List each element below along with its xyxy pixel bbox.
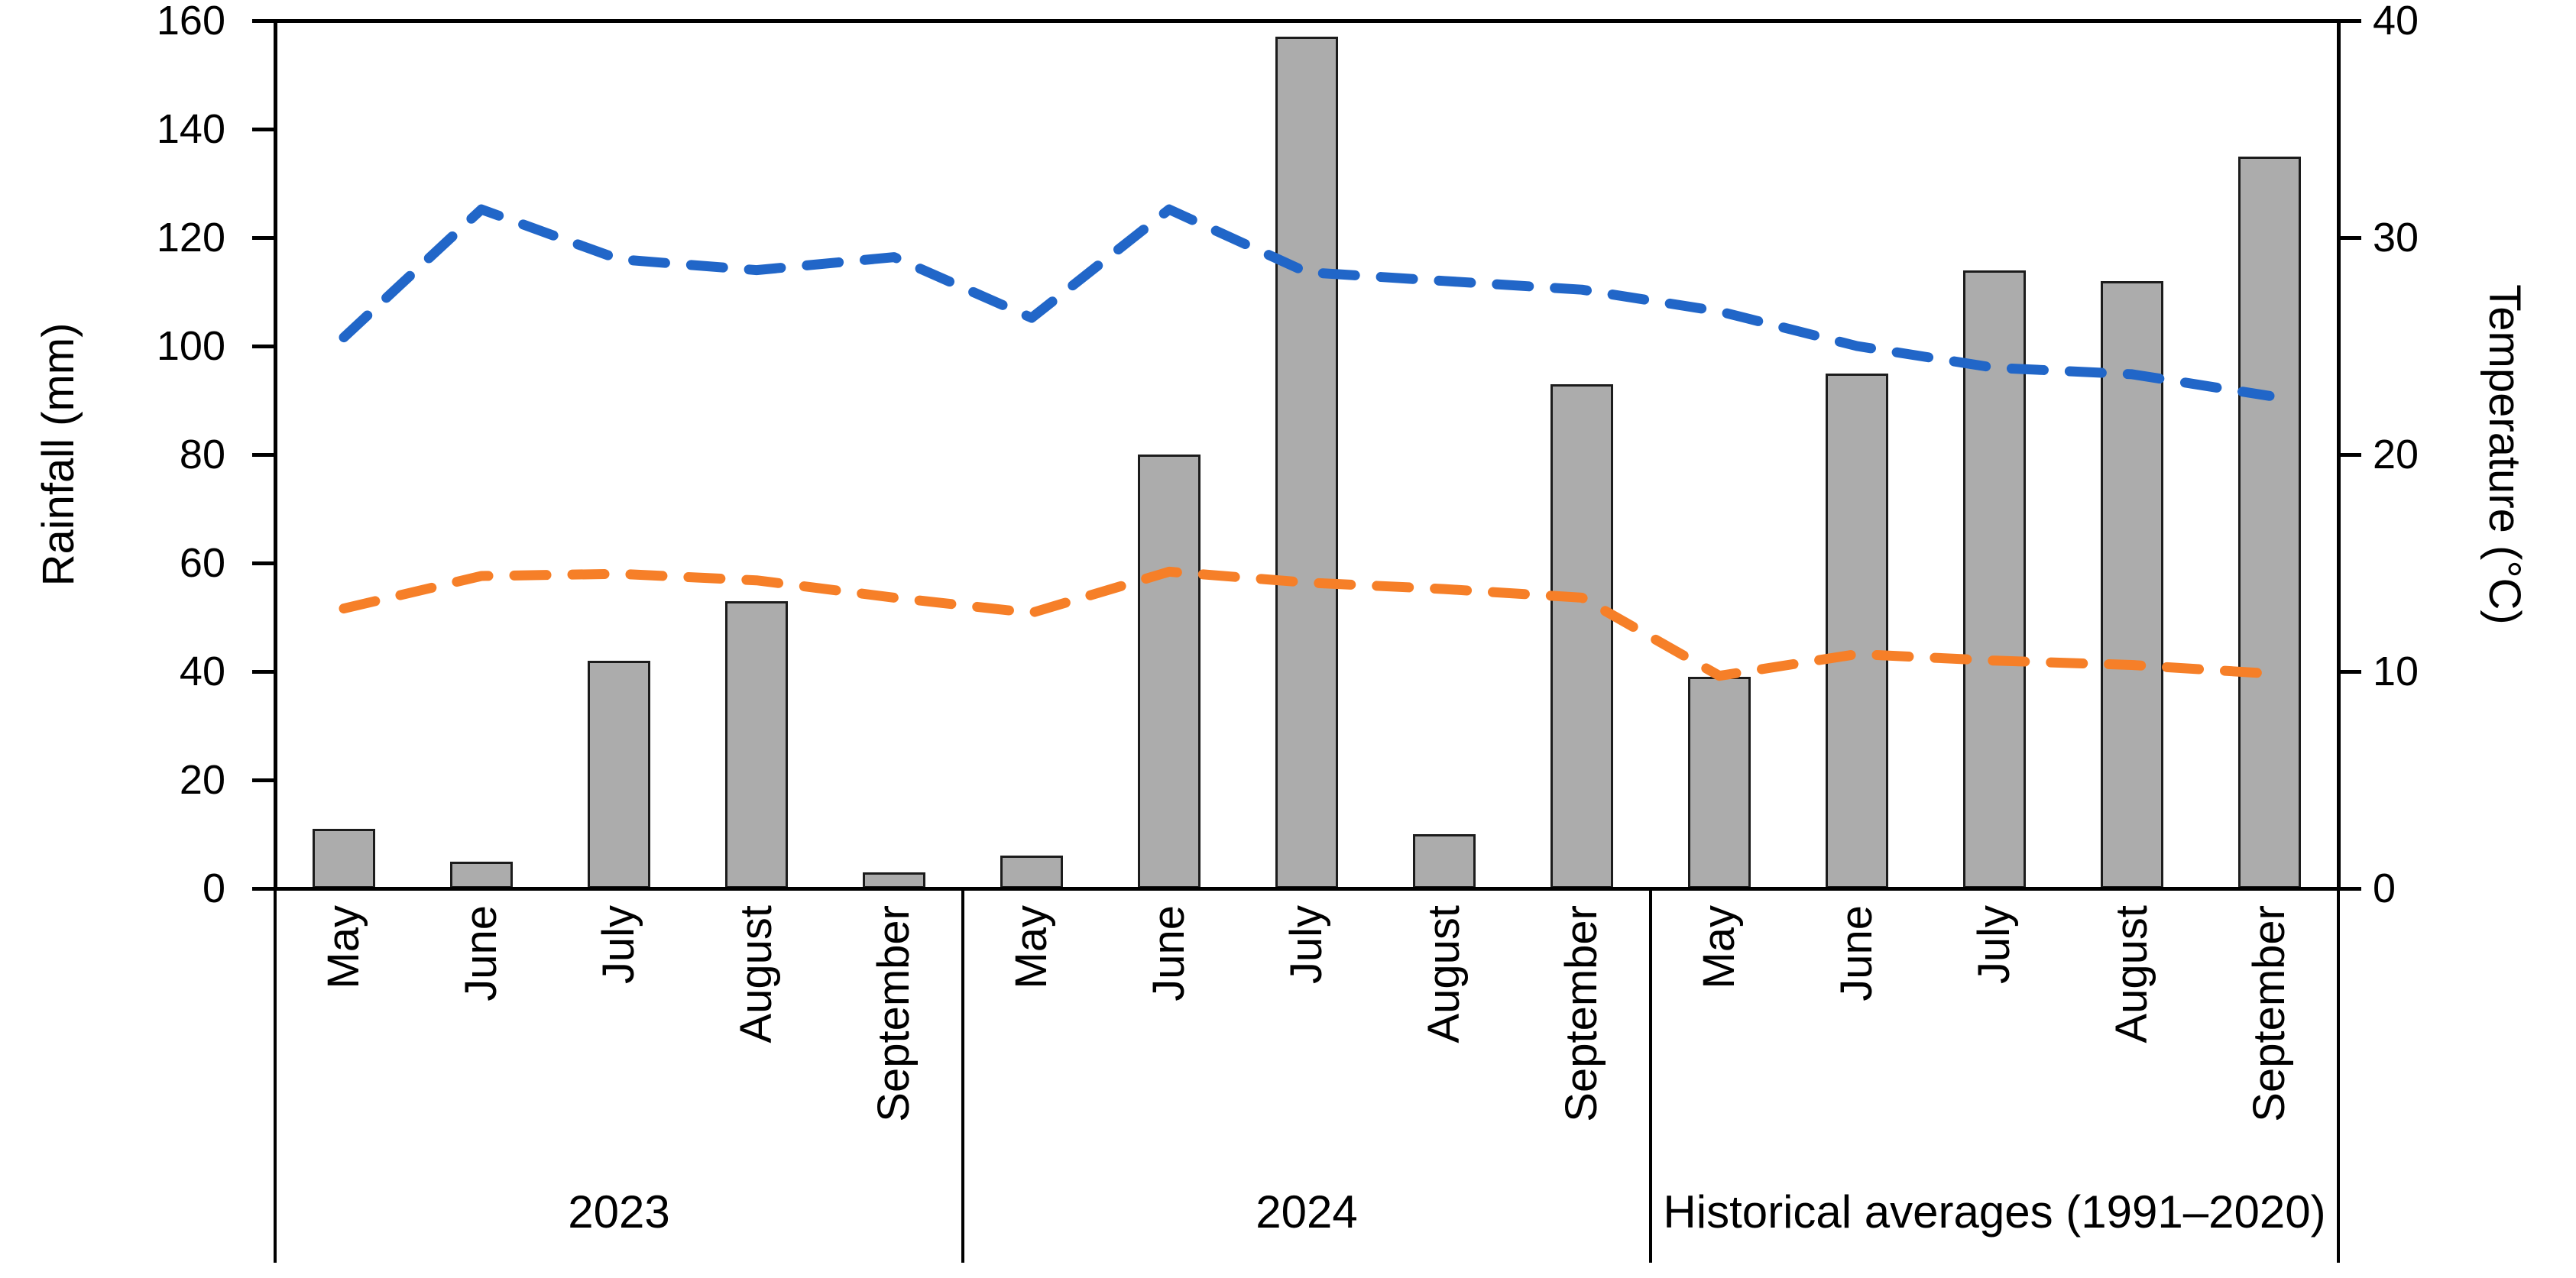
month-label-august: August [2107,905,2156,1043]
bar-2024-august [1413,834,1476,888]
right-axis-tick [2338,235,2361,240]
left-axis-tick-label: 40 [179,649,225,694]
bar-2023-july [588,660,650,888]
group-divider [274,888,277,1263]
right-axis-tick-label: 10 [2373,649,2419,694]
right-axis-tick [2338,886,2361,891]
right-axis-tick-label: 30 [2373,215,2419,260]
bar-historical-september [2238,156,2301,888]
left-axis-tick [252,561,275,565]
temperature-lines-layer [339,204,2275,681]
group-divider [2337,888,2340,1263]
left-axis-tick [252,452,275,457]
month-label-june: June [1832,905,1881,1001]
month-label-july: July [594,905,643,985]
right-axis-tick [2338,18,2361,23]
group-divider [1649,888,1652,1263]
right-axis-tick-label: 0 [2373,865,2396,911]
bar-2024-june [1138,455,1201,888]
month-label-june: June [1144,905,1194,1001]
month-label-august: August [731,905,781,1043]
left-axis-tick [252,669,275,674]
left-axis-tick-label: 120 [156,215,225,260]
bar-2023-august [725,600,788,888]
month-label-july: July [1282,905,1331,985]
left-axis-tick-label: 20 [179,757,225,803]
left-axis-tick [252,18,275,23]
left-axis-tick-label: 0 [202,865,225,911]
month-label-september: September [1557,905,1606,1122]
left-axis-tick [252,886,275,891]
left-axis-tick-label: 80 [179,432,225,477]
right-axis-tick-label: 20 [2373,432,2419,477]
right-axis-tick [2338,669,2361,674]
month-label-july: July [1969,905,2019,985]
right-axis-title: Temperature (°C) [2480,284,2529,625]
month-label-may: May [1694,905,1744,989]
left-axis-tick-label: 60 [179,540,225,586]
bar-2024-september [1550,383,1613,888]
bar-2023-may [313,828,375,888]
right-axis-tick-label: 40 [2373,0,2419,44]
group-label-2024: 2024 [1256,1186,1358,1238]
left-axis-tick [252,127,275,131]
bar-2024-july [1275,37,1338,888]
plot-box-border [273,18,2341,891]
left-axis-tick [252,344,275,348]
left-axis-tick-label: 100 [156,323,225,369]
group-label-2023: 2023 [568,1186,670,1238]
right-axis-tick [2338,452,2361,457]
left-axis-tick [252,235,275,240]
month-label-september: September [869,905,919,1122]
bar-historical-june [1826,373,1888,888]
blue-dashed-temperature-line [339,204,2275,401]
group-divider [961,888,964,1263]
left-axis-tick-label: 160 [156,0,225,44]
month-label-september: September [2244,905,2294,1122]
left-axis-tick [252,778,275,782]
month-label-august: August [1419,905,1469,1043]
month-label-june: June [456,905,506,1001]
month-label-may: May [1006,905,1056,989]
left-axis-tick-label: 140 [156,106,225,152]
month-label-may: May [319,905,368,989]
orange-dashed-temperature-line [339,566,2275,681]
group-label-historical: Historical averages (1991–2020) [1663,1186,2326,1238]
bar-historical-may [1688,677,1751,888]
